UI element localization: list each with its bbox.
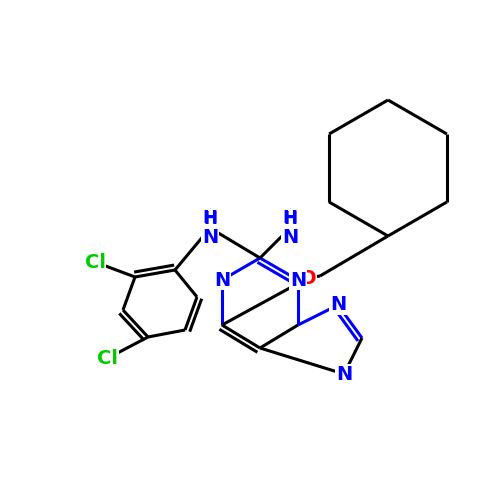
Text: N: N (290, 270, 306, 289)
Text: O: O (300, 268, 316, 287)
Text: N: N (202, 228, 218, 247)
Text: Cl: Cl (98, 348, 118, 368)
Text: N: N (282, 228, 298, 247)
Text: H: H (283, 210, 297, 228)
Text: H: H (203, 210, 217, 228)
Text: Cl: Cl (84, 252, 105, 272)
Text: N: N (330, 296, 346, 314)
Text: N: N (336, 364, 352, 384)
Text: N: N (214, 270, 230, 289)
Text: H
N: H N (202, 208, 218, 248)
Text: H
N: H N (282, 208, 298, 248)
